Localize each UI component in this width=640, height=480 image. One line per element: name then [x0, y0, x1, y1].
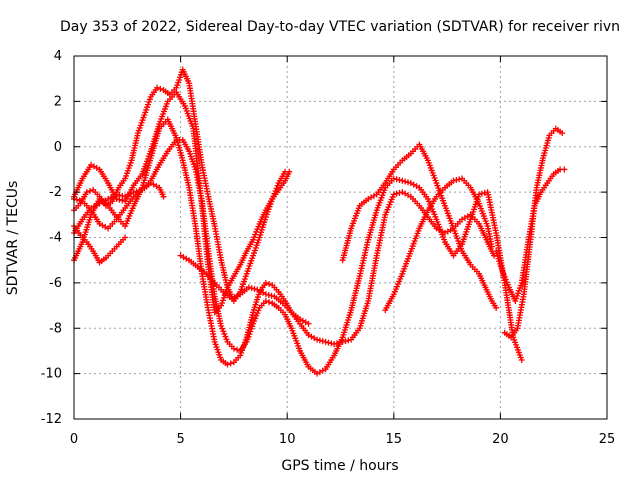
- x-axis-label: GPS time / hours: [281, 458, 398, 474]
- data-point: [390, 191, 397, 198]
- data-point: [328, 340, 335, 347]
- data-point: [342, 338, 349, 345]
- data-point: [251, 285, 258, 292]
- y-tick-label: -8: [49, 321, 62, 336]
- data-point: [262, 279, 269, 286]
- data-point: [314, 336, 321, 343]
- y-tick-label: 4: [54, 49, 62, 64]
- x-tick-label: 25: [599, 432, 616, 447]
- data-point: [76, 197, 83, 204]
- y-tick-label: 2: [54, 94, 62, 109]
- x-tick-label: 20: [492, 432, 509, 447]
- y-tick-label: -12: [41, 412, 62, 427]
- data-point: [518, 357, 525, 364]
- data-point: [559, 130, 566, 137]
- data-point: [325, 339, 332, 346]
- data-point: [154, 84, 161, 91]
- data-point: [265, 291, 272, 298]
- x-tick-label: 10: [279, 432, 296, 447]
- data-point: [116, 196, 123, 203]
- series-arc-11: [501, 125, 566, 341]
- data-point: [450, 177, 457, 184]
- series-arc-4: [71, 66, 289, 305]
- data-point: [83, 189, 90, 196]
- data-point: [86, 187, 93, 194]
- series-arc-5: [71, 180, 167, 232]
- data-point: [305, 320, 312, 327]
- y-tick-label: -2: [49, 185, 62, 200]
- series-arc-8: [339, 141, 500, 311]
- data-point: [119, 197, 126, 204]
- x-tick-label: 0: [70, 432, 78, 447]
- data-point: [456, 176, 463, 183]
- series-arc-2: [71, 136, 525, 377]
- y-tick-label: -4: [49, 231, 62, 246]
- data-point: [453, 177, 460, 184]
- data-point: [248, 285, 255, 292]
- data-point: [396, 177, 403, 184]
- data-point: [266, 299, 273, 306]
- data-point: [230, 345, 237, 352]
- data-point: [393, 176, 400, 183]
- grid: [74, 56, 607, 419]
- series-arc-9: [382, 175, 495, 314]
- data-point: [266, 281, 273, 288]
- data-point: [561, 166, 568, 173]
- data-point: [122, 234, 129, 241]
- data-point: [262, 291, 269, 298]
- data-point: [73, 196, 80, 203]
- data-point: [234, 346, 241, 353]
- x-tick-label: 15: [386, 432, 403, 447]
- data-point: [478, 190, 485, 197]
- y-tick-label: 0: [54, 140, 62, 155]
- data-point: [319, 338, 326, 345]
- data-point: [268, 292, 275, 299]
- data-point: [322, 338, 329, 345]
- data-point: [390, 175, 397, 182]
- data-point: [224, 361, 231, 368]
- series-arc-6: [71, 223, 129, 266]
- series-arc-1: [71, 116, 498, 368]
- data-point: [396, 189, 403, 196]
- data-point: [399, 177, 406, 184]
- data-point: [488, 243, 495, 250]
- data-point: [481, 189, 488, 196]
- data-point: [282, 168, 289, 175]
- data-point: [227, 360, 234, 367]
- data-point: [316, 337, 323, 344]
- data-point: [405, 179, 412, 186]
- y-tick-label: -6: [49, 276, 62, 291]
- data-point: [393, 190, 400, 197]
- y-axis-label: SDTVAR / TECUs: [5, 181, 21, 296]
- data-point: [262, 298, 269, 305]
- series-arc-7: [177, 252, 312, 327]
- axis-ticks: 0 5 10 15 20 25 -12 -10 -8 -6 -4 -2 0 2 4: [41, 49, 616, 447]
- data-points: [71, 66, 568, 377]
- data-point: [157, 85, 164, 92]
- data-point: [402, 178, 409, 185]
- data-point: [345, 337, 352, 344]
- data-point: [331, 341, 338, 348]
- data-point: [245, 284, 252, 291]
- data-point: [160, 193, 167, 200]
- x-tick-label: 5: [176, 432, 184, 447]
- chart-title: Day 353 of 2022, Sidereal Day-to-day VTE…: [60, 19, 620, 35]
- data-point: [493, 304, 500, 311]
- y-tick-label: -10: [41, 367, 62, 382]
